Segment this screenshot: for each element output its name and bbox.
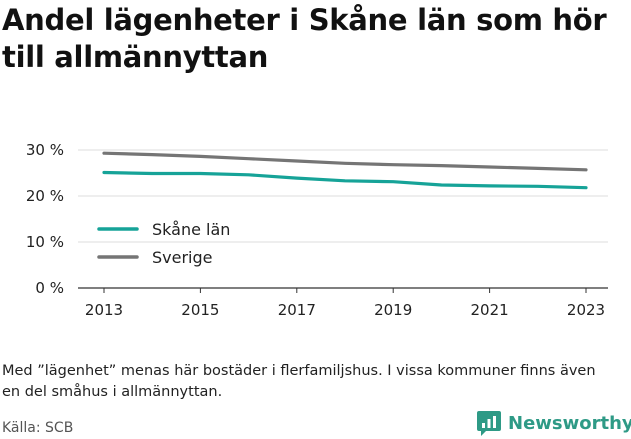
x-tick-label: 2013 (85, 301, 123, 319)
x-tick-label: 2021 (471, 301, 509, 319)
legend-label: Skåne län (152, 220, 230, 239)
x-tick-label: 2023 (567, 301, 605, 319)
line-chart: 0 % 10 % 20 % 30 % 2013 2015 2017 2019 2021 2023… (26, 141, 608, 319)
legend: Skåne län Sverige (92, 215, 242, 269)
y-tick-label: 0 % (35, 279, 64, 297)
source-label: Källa: SCB (2, 420, 74, 436)
series-line-skane (102, 170, 588, 190)
chart-title: Andel lägenheter i Skåne län som hör til… (2, 3, 607, 74)
y-axis-ticks: 0 % 10 % 20 % 30 % (26, 141, 64, 297)
footnote: Med ”lägenhet” menas här bostäder i fler… (2, 363, 596, 400)
newsworthy-logo-icon (477, 411, 501, 436)
brand-logo: Newsworthy (476, 408, 631, 438)
gridlines (78, 149, 608, 243)
x-axis: 2013 2015 2017 2019 2021 2023 (78, 287, 608, 319)
series-line-sverige (102, 151, 588, 172)
y-tick-label: 10 % (26, 233, 64, 251)
y-tick-label: 30 % (26, 141, 64, 159)
brand-name: Newsworthy (508, 412, 631, 434)
legend-label: Sverige (152, 248, 213, 267)
series-lines (102, 151, 588, 190)
y-tick-label: 20 % (26, 187, 64, 205)
x-tick-label: 2019 (374, 301, 412, 319)
x-tick-label: 2015 (181, 301, 219, 319)
x-tick-label: 2017 (278, 301, 316, 319)
